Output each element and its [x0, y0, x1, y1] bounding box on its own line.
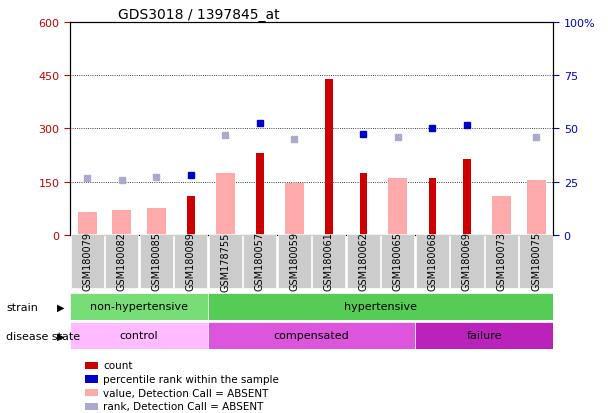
Bar	[71, 235, 104, 288]
Bar	[325, 79, 333, 235]
Bar	[208, 293, 553, 320]
Bar	[208, 322, 415, 349]
Text: GSM178755: GSM178755	[220, 232, 230, 291]
Bar	[278, 235, 311, 288]
Bar	[485, 235, 518, 288]
Text: ▶: ▶	[57, 302, 64, 312]
Bar	[112, 211, 131, 235]
Bar	[492, 197, 511, 235]
Bar	[416, 235, 449, 288]
Text: control: control	[120, 330, 158, 341]
Bar	[187, 197, 195, 235]
Bar	[285, 184, 304, 235]
Bar	[140, 235, 173, 288]
Text: value, Detection Call = ABSENT: value, Detection Call = ABSENT	[103, 388, 269, 398]
Text: rank, Detection Call = ABSENT: rank, Detection Call = ABSENT	[103, 401, 264, 411]
Text: percentile rank within the sample: percentile rank within the sample	[103, 374, 279, 384]
Text: GSM180057: GSM180057	[255, 232, 265, 291]
Bar	[519, 235, 553, 288]
Bar	[243, 235, 277, 288]
Bar	[70, 293, 208, 320]
Bar	[451, 235, 483, 288]
Bar	[70, 322, 208, 349]
Text: GSM180069: GSM180069	[462, 232, 472, 291]
Text: GDS3018 / 1397845_at: GDS3018 / 1397845_at	[118, 8, 280, 22]
Bar	[429, 179, 436, 235]
Bar	[216, 173, 235, 235]
Text: GSM180065: GSM180065	[393, 232, 403, 291]
Bar	[463, 159, 471, 235]
Text: hypertensive: hypertensive	[344, 301, 417, 312]
Text: failure: failure	[466, 330, 502, 341]
Bar	[174, 235, 207, 288]
Bar	[78, 212, 97, 235]
Text: count: count	[103, 361, 133, 370]
Bar	[209, 235, 242, 288]
Bar	[347, 235, 380, 288]
Text: GSM180073: GSM180073	[497, 232, 506, 291]
Text: GSM180068: GSM180068	[427, 232, 437, 291]
Text: ▶: ▶	[57, 331, 64, 341]
Text: strain: strain	[6, 302, 38, 312]
Bar	[105, 235, 138, 288]
Text: GSM180085: GSM180085	[151, 232, 161, 291]
Text: GSM180079: GSM180079	[82, 232, 92, 291]
Bar	[147, 209, 166, 235]
Bar	[381, 235, 415, 288]
Bar	[313, 235, 345, 288]
Text: GSM180075: GSM180075	[531, 232, 541, 291]
Text: GSM180062: GSM180062	[358, 232, 368, 291]
Text: disease state: disease state	[6, 331, 80, 341]
Bar	[256, 154, 264, 235]
Bar	[389, 179, 407, 235]
Text: GSM180059: GSM180059	[289, 232, 299, 291]
Text: GSM180061: GSM180061	[324, 232, 334, 291]
Text: compensated: compensated	[274, 330, 350, 341]
Text: non-hypertensive: non-hypertensive	[90, 301, 188, 312]
Bar	[415, 322, 553, 349]
Bar	[527, 180, 545, 235]
Bar	[359, 173, 367, 235]
Text: GSM180082: GSM180082	[117, 232, 126, 291]
Text: GSM180089: GSM180089	[186, 232, 196, 291]
